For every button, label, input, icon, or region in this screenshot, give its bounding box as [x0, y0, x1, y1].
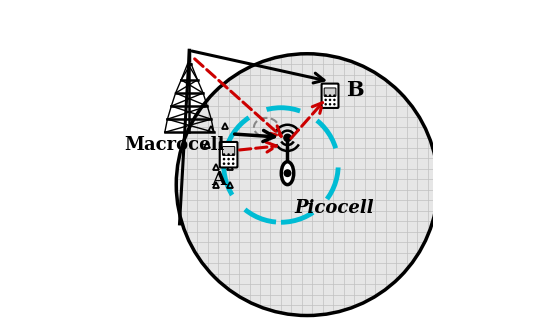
Circle shape	[333, 99, 336, 101]
Text: A: A	[211, 171, 226, 189]
Circle shape	[227, 158, 230, 160]
Text: B: B	[347, 80, 364, 100]
FancyBboxPatch shape	[322, 83, 338, 108]
Circle shape	[223, 153, 225, 156]
Circle shape	[232, 158, 234, 160]
Circle shape	[284, 170, 291, 177]
Circle shape	[329, 99, 331, 101]
Circle shape	[232, 162, 234, 165]
Circle shape	[232, 153, 234, 156]
Circle shape	[333, 94, 336, 97]
Text: Picocell: Picocell	[294, 199, 374, 216]
Circle shape	[227, 153, 230, 156]
Circle shape	[284, 134, 291, 142]
Circle shape	[329, 103, 331, 106]
Circle shape	[223, 158, 225, 160]
Ellipse shape	[281, 162, 294, 184]
Text: Macrocell: Macrocell	[125, 136, 225, 154]
Circle shape	[227, 162, 230, 165]
Circle shape	[176, 54, 438, 315]
FancyBboxPatch shape	[223, 147, 235, 155]
Circle shape	[329, 94, 331, 97]
Circle shape	[324, 99, 327, 101]
Circle shape	[223, 162, 225, 165]
FancyBboxPatch shape	[220, 142, 238, 168]
Circle shape	[324, 94, 327, 97]
Circle shape	[333, 103, 336, 106]
Circle shape	[324, 103, 327, 106]
FancyBboxPatch shape	[324, 88, 336, 96]
